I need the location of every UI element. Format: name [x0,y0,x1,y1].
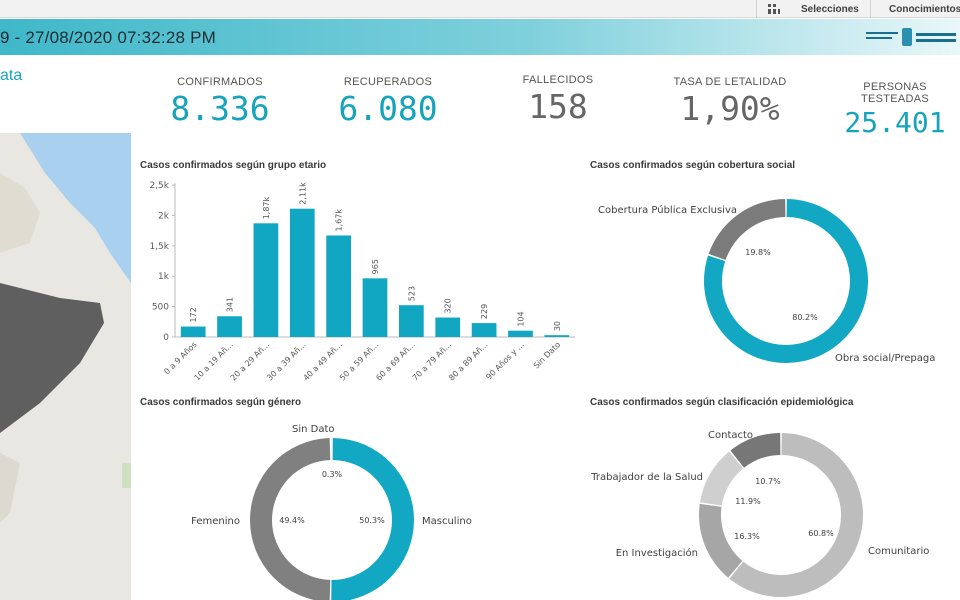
bar-value-label: 341 [226,297,235,312]
kpi-label: FALLECIDOS [522,74,594,86]
slice-label: Contacto [708,430,753,441]
coverage-donut-chart[interactable]: Cobertura Pública Exclusiva 19.8% Obra soc… [590,175,960,395]
bar-value-label: 1,67k [335,209,344,232]
kpi-label: PERSONAS TESTEADAS [860,81,930,105]
kpi-tasa-letalidad: TASA DE LETALIDAD 1,90% [660,76,800,128]
donut-slice[interactable] [249,438,331,600]
slice-label: Sin Dato [292,424,335,435]
slice-percent-label: 19.8% [745,248,771,257]
map-image [0,133,131,600]
age-chart-title: Casos confirmados según grupo etario [140,160,327,171]
kpi-value: 1,90% [680,89,780,128]
donut-slice[interactable] [708,199,786,260]
bar[interactable] [326,235,351,337]
bar[interactable] [508,330,533,337]
x-tick-label: 80 a 89 Añ... [447,340,489,382]
kpi-label: CONFIRMADOS [177,76,263,88]
bar[interactable] [435,317,461,337]
selections-icon [768,4,780,14]
donut-slice[interactable] [331,438,414,600]
y-tick-label: 1,5k [149,242,169,252]
y-tick-label: 0 [163,333,169,343]
kpi-label: RECUPERADOS [343,76,433,88]
donut-slice[interactable] [730,433,781,468]
kpi-value: 158 [528,87,588,126]
x-tick-label: 90 Años y ... [484,340,526,382]
bar[interactable] [253,223,279,337]
bar[interactable] [180,326,206,337]
bar-value-label: 30 [553,321,562,331]
epi-chart-title: Casos confirmados según clasificación ep… [590,397,854,408]
insights-label: Conocimientos [889,3,960,15]
slice-percent-label: 10.7% [755,477,781,486]
x-tick-label: Sin Dato [532,340,562,370]
slice-percent-label: 49.4% [279,516,305,525]
slice-label: Cobertura Pública Exclusiva [598,204,737,216]
bar-value-label: 320 [444,298,453,313]
selections-button[interactable]: Selecciones [756,0,870,18]
gender-donut-chart[interactable]: Masculino 50.3% Femenino 49.4% Sin Dato 0.3% [140,410,580,600]
slice-label: Trabajador de la Salud [590,472,703,483]
gender-chart-title: Casos confirmados según género [140,397,302,408]
slice-label: En Investigación [616,547,698,559]
bar-value-label: 965 [371,259,380,274]
city-map[interactable] [0,133,131,600]
bar-value-label: 2,11k [298,182,307,205]
donut-slice[interactable] [700,451,744,506]
x-tick-label: 0 a 9 Años [162,340,198,376]
dashboard-subtitle: ata [0,67,23,84]
donut-slice[interactable] [729,433,863,597]
bar[interactable] [471,323,497,337]
kpi-personas-testeadas: PERSONAS TESTEADAS 25.401 [828,81,960,139]
kpi-value: 25.401 [844,106,946,139]
bar[interactable] [289,208,315,337]
slice-percent-label: 0.3% [322,470,343,479]
y-tick-label: 2,5k [149,181,169,191]
header-banner: 9 - 27/08/2020 07:32:28 PM [0,19,960,55]
bar[interactable] [362,278,388,337]
selections-label: Selecciones [801,3,859,15]
kpi-confirmados: CONFIRMADOS 8.336 [160,76,280,128]
kpi-label: TASA DE LETALIDAD [673,76,787,88]
kpi-recuperados: RECUPERADOS 6.080 [328,76,448,128]
bar[interactable] [217,316,242,337]
ministry-logo-icon [866,28,956,46]
y-tick-label: 1k [158,272,170,282]
bar-value-label: 104 [516,311,525,326]
kpi-value: 8.336 [170,89,270,128]
page-title: 9 - 27/08/2020 07:32:28 PM [0,28,216,47]
top-toolbar: Selecciones Conocimientos [0,0,960,18]
slice-label: Masculino [422,516,472,527]
donut-slice[interactable] [699,503,743,578]
coverage-chart-title: Casos confirmados según cobertura social [590,160,796,171]
bar-value-label: 229 [480,304,489,319]
slice-percent-label: 80.2% [792,313,818,322]
slice-percent-label: 50.3% [359,516,385,525]
bar-value-label: 523 [407,286,416,301]
slice-label: Obra social/Prepaga [835,353,935,364]
epi-donut-chart[interactable]: Comunitario 60.8% En Investigación 16.3% Tra… [590,410,960,600]
bar-value-label: 1,87k [262,196,271,219]
y-tick-label: 500 [152,303,169,313]
bar[interactable] [544,335,570,337]
kpi-fallecidos: FALLECIDOS 158 [498,74,618,126]
kpi-value: 6.080 [338,89,438,128]
slice-percent-label: 16.3% [734,532,760,541]
slice-label: Comunitario [868,546,929,557]
slice-percent-label: 60.8% [808,529,834,538]
bar[interactable] [399,305,424,337]
insights-button[interactable]: Conocimientos [870,0,960,18]
y-tick-label: 2k [158,211,170,221]
slice-label: Femenino [191,516,240,527]
bar-value-label: 172 [189,307,198,322]
slice-percent-label: 11.9% [735,497,761,506]
